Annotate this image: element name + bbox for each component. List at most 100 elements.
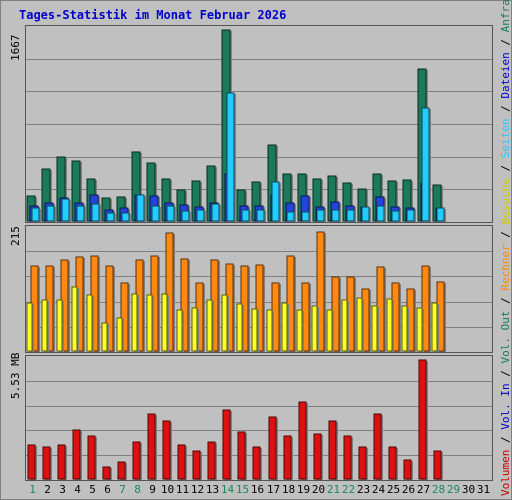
day-label-8: 8 <box>134 483 141 496</box>
bar-seiten-day-28 <box>436 207 445 222</box>
bar-volumen-day-24 <box>373 413 382 480</box>
day-label-7: 7 <box>119 483 126 496</box>
bar-besuche-day-3 <box>56 299 63 352</box>
bar-volumen-day-18 <box>283 435 292 480</box>
legend-part-14: Anfragen <box>499 0 512 33</box>
bar-volumen-day-22 <box>343 435 352 480</box>
day-label-27: 27 <box>416 483 431 496</box>
bar-volumen-day-5 <box>87 435 96 480</box>
hits-max-label: 1667 <box>9 34 22 62</box>
bar-volumen-day-26 <box>403 459 412 480</box>
bar-seiten-day-7 <box>121 212 130 222</box>
bar-besuche-day-24 <box>371 305 378 352</box>
legend-part-5: / <box>499 290 512 311</box>
bar-volumen-day-10 <box>162 420 171 480</box>
day-label-1: 1 <box>29 483 36 496</box>
bar-seiten-day-9 <box>151 205 160 222</box>
bar-seiten-day-19 <box>301 211 310 222</box>
bar-rechner-day-11 <box>180 258 189 352</box>
bar-besuche-day-28 <box>431 302 438 352</box>
bar-besuche-day-19 <box>296 309 303 352</box>
bar-besuche-day-13 <box>206 299 213 352</box>
day-label-19: 19 <box>296 483 311 496</box>
day-label-25: 25 <box>386 483 401 496</box>
legend-part-4: Vol. Out <box>499 310 512 364</box>
day-label-5: 5 <box>89 483 96 496</box>
bar-seiten-day-4 <box>76 205 85 222</box>
chart-title: Tages-Statistik im Monat Februar 2026 <box>19 8 287 22</box>
bar-seiten-day-26 <box>406 209 415 222</box>
hits-plot <box>26 29 492 222</box>
volume-panel <box>25 355 493 481</box>
day-label-16: 16 <box>250 483 265 496</box>
day-label-21: 21 <box>326 483 341 496</box>
legend-part-11: / <box>499 98 512 119</box>
bar-besuche-day-23 <box>356 297 363 352</box>
legend-part-6: Rechner <box>499 244 512 291</box>
bar-seiten-day-21 <box>331 209 340 222</box>
bar-seiten-day-25 <box>391 210 400 222</box>
bar-besuche-day-26 <box>401 305 408 352</box>
legend-part-13: / <box>499 32 512 53</box>
bar-rechner-day-20 <box>316 231 325 352</box>
bar-besuche-day-4 <box>71 286 78 352</box>
legend-part-10: Seiten <box>499 118 512 159</box>
bar-seiten-day-27 <box>421 107 430 222</box>
day-label-22: 22 <box>341 483 356 496</box>
bar-volumen-day-9 <box>147 413 156 480</box>
bar-seiten-day-20 <box>316 209 325 222</box>
day-label-3: 3 <box>59 483 66 496</box>
day-label-20: 20 <box>311 483 326 496</box>
bar-besuche-day-25 <box>386 298 393 352</box>
bar-volumen-day-21 <box>328 420 337 480</box>
bar-rechner-day-16 <box>255 264 264 352</box>
bar-volumen-day-28 <box>433 450 442 480</box>
day-label-23: 23 <box>356 483 371 496</box>
bar-besuche-day-16 <box>251 308 258 352</box>
bar-besuche-day-6 <box>101 322 108 352</box>
legend-part-3: / <box>499 363 512 384</box>
bar-volumen-day-4 <box>72 429 81 480</box>
bar-volumen-day-3 <box>57 444 66 480</box>
hits-panel <box>25 25 493 223</box>
bar-volumen-day-25 <box>388 446 397 480</box>
bar-seiten-day-15 <box>241 209 250 222</box>
bar-besuche-day-27 <box>416 307 423 352</box>
day-label-14: 14 <box>220 483 235 496</box>
legend-part-12: Dateien <box>499 52 512 99</box>
bar-besuche-day-5 <box>86 294 93 352</box>
bar-seiten-day-24 <box>376 205 385 222</box>
bar-seiten-day-2 <box>46 205 55 222</box>
volume-max-label: 5.53 MB <box>9 352 22 399</box>
bar-seiten-day-5 <box>91 203 100 222</box>
bar-seiten-day-6 <box>106 212 115 222</box>
bar-besuche-day-9 <box>146 294 153 352</box>
day-label-15: 15 <box>235 483 250 496</box>
day-label-9: 9 <box>149 483 156 496</box>
bar-seiten-day-1 <box>31 207 40 222</box>
day-label-6: 6 <box>104 483 111 496</box>
bar-volumen-day-27 <box>418 359 427 480</box>
bar-seiten-day-11 <box>181 210 190 222</box>
bar-volumen-day-17 <box>268 416 277 480</box>
legend-part-9: / <box>499 158 512 179</box>
day-label-2: 2 <box>44 483 51 496</box>
right-legend: Volumen / Vol. In / Vol. Out / Rechner /… <box>499 0 512 496</box>
bar-seiten-day-13 <box>211 203 220 222</box>
legend-part-1: / <box>499 429 512 450</box>
volume-plot <box>26 359 492 480</box>
legend-part-7: / <box>499 224 512 245</box>
bar-seiten-day-10 <box>166 205 175 222</box>
bar-besuche-day-1 <box>26 302 33 352</box>
bar-volumen-day-16 <box>252 446 261 480</box>
bar-seiten-day-12 <box>196 209 205 222</box>
bar-volumen-day-6 <box>102 466 111 480</box>
bar-seiten-day-17 <box>271 181 280 222</box>
bar-besuche-day-2 <box>41 299 48 352</box>
bar-volumen-day-7 <box>117 461 126 480</box>
bar-volumen-day-20 <box>313 433 322 480</box>
day-label-31: 31 <box>476 483 491 496</box>
bar-volumen-day-13 <box>207 441 216 480</box>
day-label-12: 12 <box>190 483 205 496</box>
